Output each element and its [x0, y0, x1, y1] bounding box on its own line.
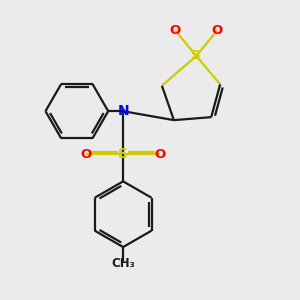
- Text: S: S: [191, 50, 201, 62]
- Text: O: O: [170, 24, 181, 37]
- Text: CH₃: CH₃: [111, 257, 135, 270]
- Text: O: O: [80, 148, 92, 161]
- Text: N: N: [117, 104, 129, 118]
- Text: O: O: [155, 148, 166, 161]
- Text: O: O: [212, 24, 223, 37]
- Text: S: S: [118, 148, 128, 161]
